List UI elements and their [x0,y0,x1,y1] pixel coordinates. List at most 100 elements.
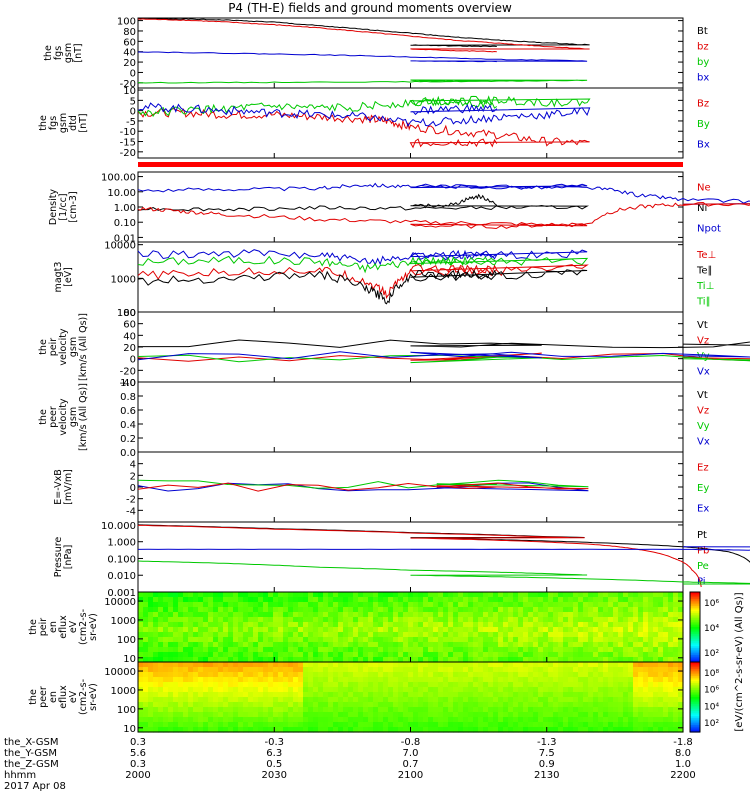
heatmap-cell [403,652,409,658]
heatmap-cell [603,692,609,698]
heatmap-cell [523,612,529,618]
heatmap-cell [578,627,584,633]
heatmap-cell [513,627,519,633]
y-axis-label: (cm2-s- [78,609,89,645]
heatmap-cell [553,592,559,598]
heatmap-cell [528,617,534,623]
heatmap-cell [488,702,494,708]
heatmap-cell [608,632,614,638]
heatmap-cell [673,627,679,633]
heatmap-cell [238,717,244,723]
heatmap-cell [628,727,634,733]
heatmap-cell [443,687,449,693]
heatmap-cell [278,677,284,683]
heatmap-cell [493,707,499,713]
heatmap-cell [158,592,164,598]
heatmap-cell [638,697,644,703]
heatmap-cell [583,707,589,713]
heatmap-cell [533,682,539,688]
heatmap-cell [658,707,664,713]
heatmap-cell [403,622,409,628]
heatmap-cell [303,692,309,698]
heatmap-cell [228,652,234,658]
heatmap-cell [288,707,294,713]
heatmap-cell [308,682,314,688]
legend-entry: Te⊥ [696,250,716,261]
heatmap-cell [293,722,299,728]
heatmap-cell [278,662,284,668]
heatmap-cell [623,687,629,693]
heatmap-cell [553,687,559,693]
heatmap-cell [638,722,644,728]
heatmap-cell [548,647,554,653]
heatmap-cell [498,637,504,643]
heatmap-cell [438,677,444,683]
heatmap-cell [563,637,569,643]
heatmap-cell [338,702,344,708]
heatmap-cell [628,672,634,678]
heatmap-cell [248,647,254,653]
heatmap-cell [203,707,209,713]
heatmap-cell [413,642,419,648]
heatmap-cell [148,722,154,728]
legend-entry: Vz [697,405,709,416]
heatmap-cell [273,677,279,683]
heatmap-cell [158,707,164,713]
heatmap-cell [583,652,589,658]
heatmap-cell [573,597,579,603]
heatmap-cell [643,617,649,623]
heatmap-cell [523,707,529,713]
heatmap-cell [183,637,189,643]
heatmap-cell [163,592,169,598]
heatmap-cell [243,672,249,678]
heatmap-cell [273,687,279,693]
heatmap-cell [473,697,479,703]
heatmap-cell [428,662,434,668]
heatmap-cell [558,707,564,713]
colorbar-cell [690,663,700,667]
heatmap-cell [468,642,474,648]
heatmap-cell [443,632,449,638]
heatmap-cell [158,612,164,618]
heatmap-cell [198,712,204,718]
colorbar-tick: 10⁶ [704,686,719,696]
heatmap-cell [268,602,274,608]
heatmap-cell [248,687,254,693]
heatmap-cell [253,602,259,608]
heatmap-cell [333,647,339,653]
heatmap-cell [273,667,279,673]
heatmap-cell [223,727,229,733]
y-axis-label: [nPa] [63,545,74,570]
heatmap-cell [543,617,549,623]
heatmap-cell [208,617,214,623]
heatmap-cell [623,592,629,598]
heatmap-cell [208,592,214,598]
heatmap-cell [583,602,589,608]
heatmap-cell [263,712,269,718]
heatmap-cell [293,647,299,653]
heatmap-cell [408,697,414,703]
heatmap-cell [268,642,274,648]
heatmap-cell [163,687,169,693]
y-tick-label: 1.0 [120,378,136,389]
heatmap-cell [278,697,284,703]
heatmap-cell [583,717,589,723]
y-axis-label: fgs [48,116,59,130]
heatmap-cell [423,682,429,688]
heatmap-cell [423,602,429,608]
heatmap-cell [288,717,294,723]
heatmap-cell [178,722,184,728]
heatmap-cell [323,702,329,708]
heatmap-cell [523,637,529,643]
colorbar-cell [690,620,700,623]
heatmap-cell [483,717,489,723]
heatmap-cell [188,667,194,673]
heatmap-cell [253,682,259,688]
heatmap-cell [593,697,599,703]
heatmap-cell [293,677,299,683]
heatmap-cell [228,642,234,648]
heatmap-cell [488,707,494,713]
heatmap-cell [598,627,604,633]
heatmap-cell [618,657,624,663]
heatmap-cell [153,592,159,598]
